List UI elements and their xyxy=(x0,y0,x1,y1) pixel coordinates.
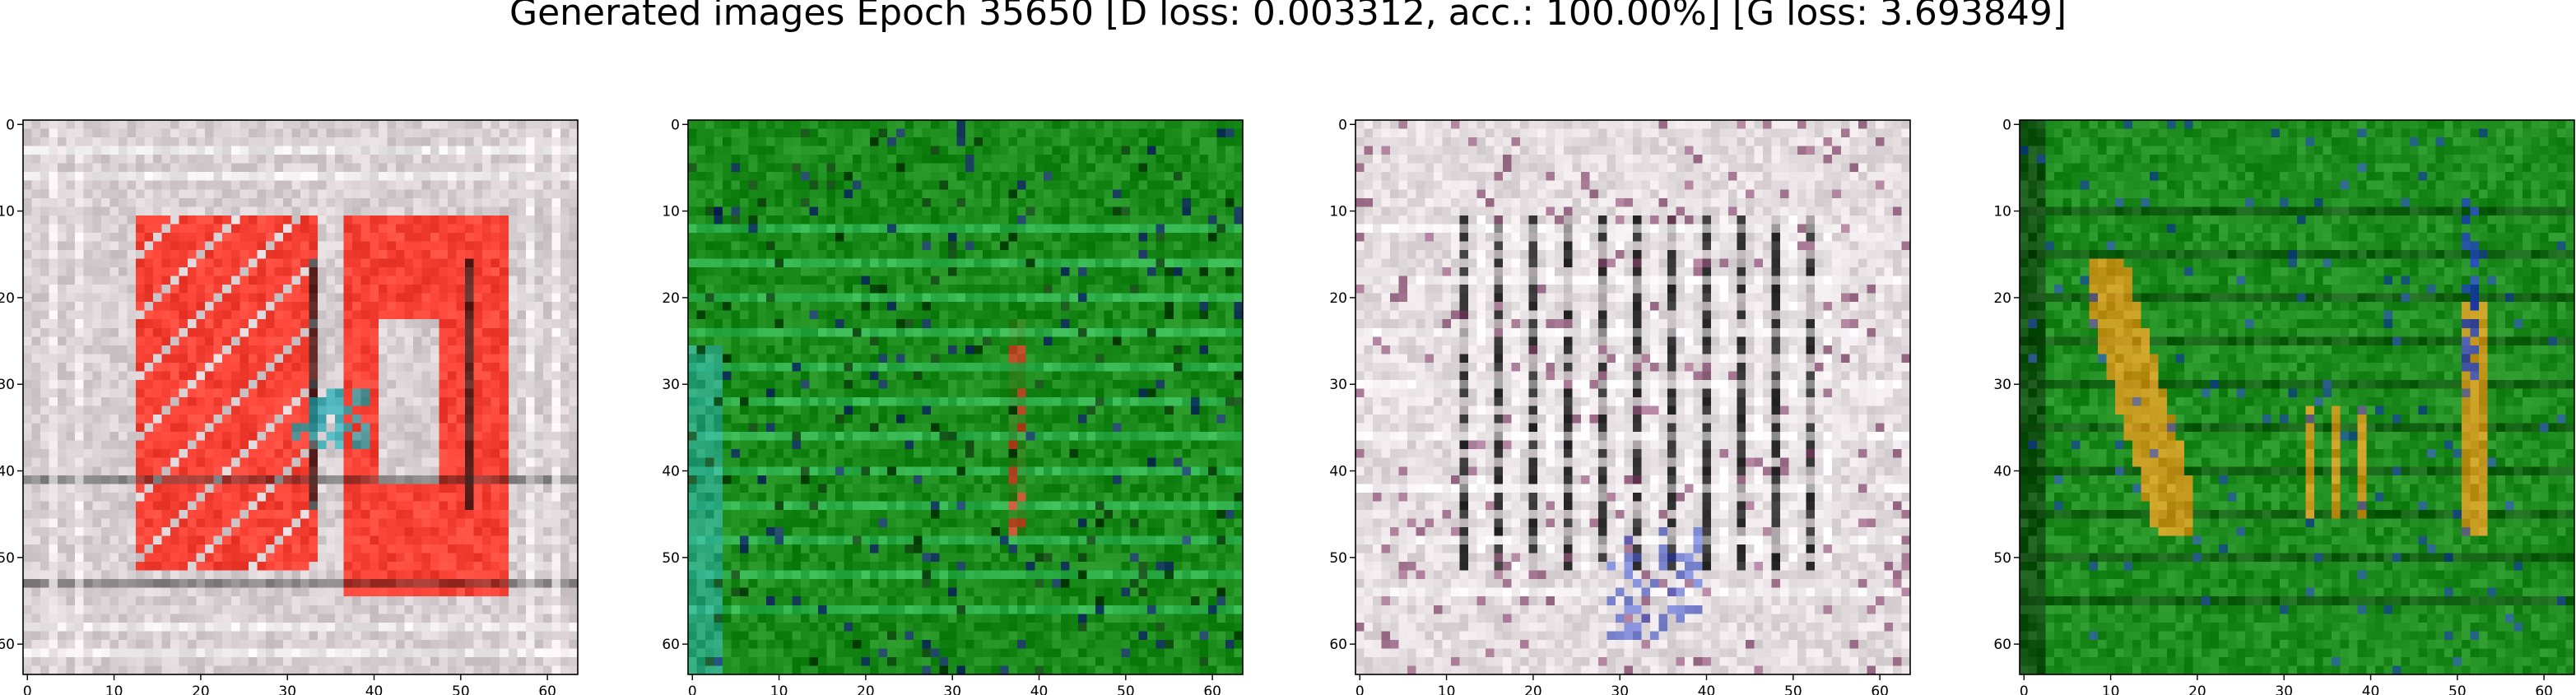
y-tick-label-1-60: 60 xyxy=(0,637,15,653)
x-tick-label-4-50: 50 xyxy=(2448,683,2467,695)
figure-title: Generated images Epoch 35650 [D loss: 0.… xyxy=(509,0,2067,34)
y-tick-label-4-10: 10 xyxy=(1993,204,2011,220)
x-tick-label-4-0: 0 xyxy=(2020,683,2029,695)
generated-image-3 xyxy=(1355,120,1911,675)
y-tick-label-2-30: 30 xyxy=(662,377,680,393)
y-tick-label-4-60: 60 xyxy=(1993,637,2011,653)
x-tick-label-4-40: 40 xyxy=(2362,683,2380,695)
y-tick-label-3-10: 10 xyxy=(1329,204,1347,220)
y-tick-label-3-60: 60 xyxy=(1329,637,1347,653)
x-tick-label-3-40: 40 xyxy=(1698,683,1716,695)
x-tick-label-4-30: 30 xyxy=(2275,683,2293,695)
x-tick-label-3-50: 50 xyxy=(1784,683,1802,695)
y-tick-label-2-50: 50 xyxy=(662,550,680,567)
y-tick-label-3-40: 40 xyxy=(1329,464,1347,480)
y-tick-label-1-40: 40 xyxy=(0,464,15,480)
x-tick-label-2-50: 50 xyxy=(1117,683,1135,695)
x-tick-label-4-60: 60 xyxy=(2535,683,2553,695)
y-tick-label-1-30: 30 xyxy=(0,377,15,393)
y-tick-label-1-0: 0 xyxy=(6,117,15,133)
x-tick-label-3-20: 20 xyxy=(1524,683,1542,695)
x-tick-label-2-10: 10 xyxy=(770,683,788,695)
y-tick-label-1-10: 10 xyxy=(0,204,15,220)
subplot-2: 0 10 20 30 40 50 60 0 10 20 30 40 50 60 xyxy=(662,117,1244,695)
x-tick-label-1-30: 30 xyxy=(278,683,296,695)
y-tick-label-4-0: 0 xyxy=(2002,117,2011,133)
subplot-4: 0 10 20 30 40 50 60 0 10 20 30 40 50 60 xyxy=(1993,117,2575,695)
x-tick-label-1-10: 10 xyxy=(105,683,123,695)
x-tick-label-2-40: 40 xyxy=(1030,683,1049,695)
y-tick-label-2-0: 0 xyxy=(671,117,680,133)
y-tick-label-4-30: 30 xyxy=(1993,377,2011,393)
x-tick-label-3-0: 0 xyxy=(1355,683,1365,695)
x-tick-label-1-60: 60 xyxy=(538,683,556,695)
y-tick-label-4-50: 50 xyxy=(1993,550,2011,567)
y-tick-label-4-20: 20 xyxy=(1993,290,2011,307)
x-tick-label-3-30: 30 xyxy=(1611,683,1629,695)
y-tick-label-1-50: 50 xyxy=(0,550,15,567)
x-tick-label-1-50: 50 xyxy=(452,683,470,695)
subplot-3: 0 10 20 30 40 50 60 0 10 20 30 40 50 60 xyxy=(1329,117,1911,695)
x-tick-label-3-10: 10 xyxy=(1438,683,1456,695)
x-tick-label-1-40: 40 xyxy=(365,683,384,695)
x-tick-label-4-10: 10 xyxy=(2102,683,2120,695)
x-tick-label-2-20: 20 xyxy=(857,683,875,695)
x-tick-label-3-60: 60 xyxy=(1871,683,1889,695)
x-tick-label-4-20: 20 xyxy=(2188,683,2206,695)
y-tick-label-2-20: 20 xyxy=(662,290,680,307)
x-tick-label-2-30: 30 xyxy=(943,683,961,695)
x-tick-label-2-60: 60 xyxy=(1203,683,1221,695)
axes-frame-2 xyxy=(687,119,1244,675)
x-tick-label-2-0: 0 xyxy=(688,683,697,695)
generated-image-4 xyxy=(2020,120,2575,675)
y-tick-label-2-40: 40 xyxy=(662,464,680,480)
x-tick-label-1-0: 0 xyxy=(23,683,32,695)
x-tick-label-1-20: 20 xyxy=(192,683,210,695)
y-tick-label-4-40: 40 xyxy=(1993,464,2011,480)
generated-image-1 xyxy=(23,120,579,675)
y-tick-label-3-0: 0 xyxy=(1338,117,1347,133)
y-tick-label-3-20: 20 xyxy=(1329,290,1347,307)
axes-frame-1 xyxy=(22,119,579,675)
axes-frame-4 xyxy=(2019,119,2575,675)
subplot-1: 0 10 20 30 40 50 60 0 10 20 30 40 50 60 xyxy=(0,117,579,695)
y-tick-label-2-60: 60 xyxy=(662,637,680,653)
axes-frame-3 xyxy=(1355,119,1911,675)
y-tick-label-3-30: 30 xyxy=(1329,377,1347,393)
y-tick-label-3-50: 50 xyxy=(1329,550,1347,567)
y-tick-label-1-20: 20 xyxy=(0,290,15,307)
generated-image-2 xyxy=(688,120,1244,675)
y-tick-label-2-10: 10 xyxy=(662,204,680,220)
